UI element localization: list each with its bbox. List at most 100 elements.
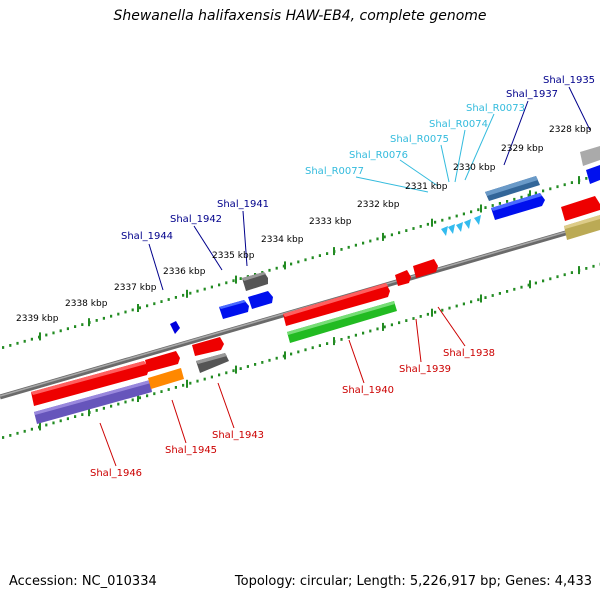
track-dot — [506, 200, 509, 203]
gene-shal-1946-red[interactable] — [31, 361, 149, 406]
label-connectors — [99, 86, 591, 467]
track-dot — [318, 344, 321, 347]
rna-gene-r0077[interactable] — [441, 226, 448, 236]
track-dot — [131, 398, 134, 402]
track-dot — [174, 296, 177, 299]
track-dot — [434, 220, 437, 224]
kbp-label: 2337 kbp — [114, 283, 157, 293]
track-dot — [52, 421, 55, 425]
track-dot — [74, 415, 77, 418]
track-dot — [369, 239, 372, 243]
track-dot — [556, 275, 559, 279]
gene-shal-1940-red[interactable] — [283, 283, 390, 326]
gene-label[interactable]: Shal_1937 — [506, 89, 558, 100]
gene-shal-1942[interactable] — [219, 300, 249, 319]
track-dot — [390, 323, 393, 327]
gene-red-edge[interactable] — [561, 196, 600, 221]
track-dot — [66, 417, 69, 421]
gene-label[interactable]: Shal_1938 — [443, 348, 495, 359]
rna-gene-r0074[interactable] — [464, 219, 471, 229]
gene-label[interactable]: Shal_R0074 — [429, 119, 488, 130]
gene-label[interactable]: Shal_R0077 — [305, 166, 364, 177]
gene-shal-1945[interactable] — [148, 368, 184, 389]
track-dot — [455, 304, 458, 308]
track-dot — [2, 436, 5, 439]
track-dot — [347, 335, 350, 339]
reverse-gene-labels: Shal_1946 Shal_1945 Shal_1943 Shal_1940 … — [90, 348, 495, 479]
track-dot — [340, 338, 343, 341]
track-dot — [491, 204, 494, 207]
gene-label[interactable]: Shal_1944 — [121, 231, 173, 242]
gene-label[interactable]: Shal_1939 — [399, 364, 451, 375]
gene-label[interactable]: Shal_R0075 — [390, 134, 449, 145]
track-dot — [462, 302, 465, 306]
gene-label[interactable]: Shal_1941 — [217, 199, 269, 210]
gene-label[interactable]: Shal_1946 — [90, 468, 142, 479]
rna-gene-r0076[interactable] — [448, 224, 455, 234]
track-dot — [376, 237, 379, 241]
gene-label[interactable]: Shal_1942 — [170, 214, 222, 225]
track-dot — [297, 260, 300, 264]
track-dot — [9, 344, 12, 347]
gene-label[interactable]: Shal_1940 — [342, 385, 394, 396]
track-dot — [549, 187, 552, 191]
gene-shal-1943[interactable] — [196, 353, 229, 373]
track-dot — [232, 369, 235, 373]
track-dot — [81, 413, 84, 416]
gene-shal-1939[interactable] — [395, 270, 411, 286]
gene-label[interactable]: Shal_R0076 — [349, 150, 408, 161]
gene-red-small-b[interactable] — [192, 337, 224, 356]
gene-blue-edge[interactable] — [586, 165, 600, 184]
track-dot — [354, 243, 357, 247]
track-dot — [354, 333, 357, 337]
track-dot — [419, 315, 422, 318]
track-dot — [585, 177, 588, 180]
track-dot — [268, 358, 271, 362]
gene-shal-1940[interactable] — [287, 301, 397, 343]
kbp-label: 2328 kbp — [549, 125, 592, 135]
track-dot — [520, 195, 523, 199]
track-dot — [239, 277, 242, 280]
track-dot — [470, 300, 473, 304]
gene-blue-block[interactable] — [248, 291, 273, 309]
track-dot — [398, 231, 401, 235]
gene-shal-1946[interactable] — [34, 380, 152, 424]
track-dot — [534, 191, 537, 195]
track-dot — [405, 229, 408, 232]
gene-label[interactable]: Shal_R0073 — [466, 103, 525, 114]
track-dot — [52, 331, 55, 335]
gene-shal-1944[interactable] — [170, 321, 180, 334]
track-dot — [383, 325, 386, 329]
track-dot — [23, 339, 26, 343]
track-dot — [218, 373, 221, 377]
track-dot — [520, 285, 523, 289]
track-dot — [282, 354, 285, 358]
track-dot — [160, 300, 163, 303]
gene-shal-1938[interactable] — [413, 259, 438, 278]
track-dot — [203, 287, 206, 291]
track-dot — [146, 304, 149, 308]
gene-label[interactable]: Shal_1943 — [212, 430, 264, 441]
track-dot — [102, 406, 105, 410]
track-dot — [484, 296, 487, 299]
track-dot — [59, 419, 62, 423]
track-dot — [16, 341, 19, 345]
kbp-label: 2332 kbp — [357, 200, 400, 210]
track-dot — [131, 308, 134, 312]
track-dot — [261, 361, 264, 364]
track-dot — [304, 258, 307, 262]
rna-gene-r0075[interactable] — [456, 222, 463, 232]
gene-red-small-a[interactable] — [145, 351, 180, 372]
track-dot — [59, 329, 62, 333]
track-dot — [376, 327, 379, 331]
track-dot — [563, 273, 566, 277]
track-dot — [383, 235, 386, 239]
gene-blue-bar[interactable] — [491, 193, 545, 220]
gene-label[interactable]: Shal_1935 — [543, 75, 595, 86]
track-dot — [412, 317, 415, 320]
gene-shal-1935[interactable] — [580, 146, 600, 166]
track-dot — [30, 427, 33, 431]
track-dot — [189, 291, 192, 295]
rna-gene-r0073[interactable] — [474, 215, 481, 225]
gene-label[interactable]: Shal_1945 — [165, 445, 217, 456]
